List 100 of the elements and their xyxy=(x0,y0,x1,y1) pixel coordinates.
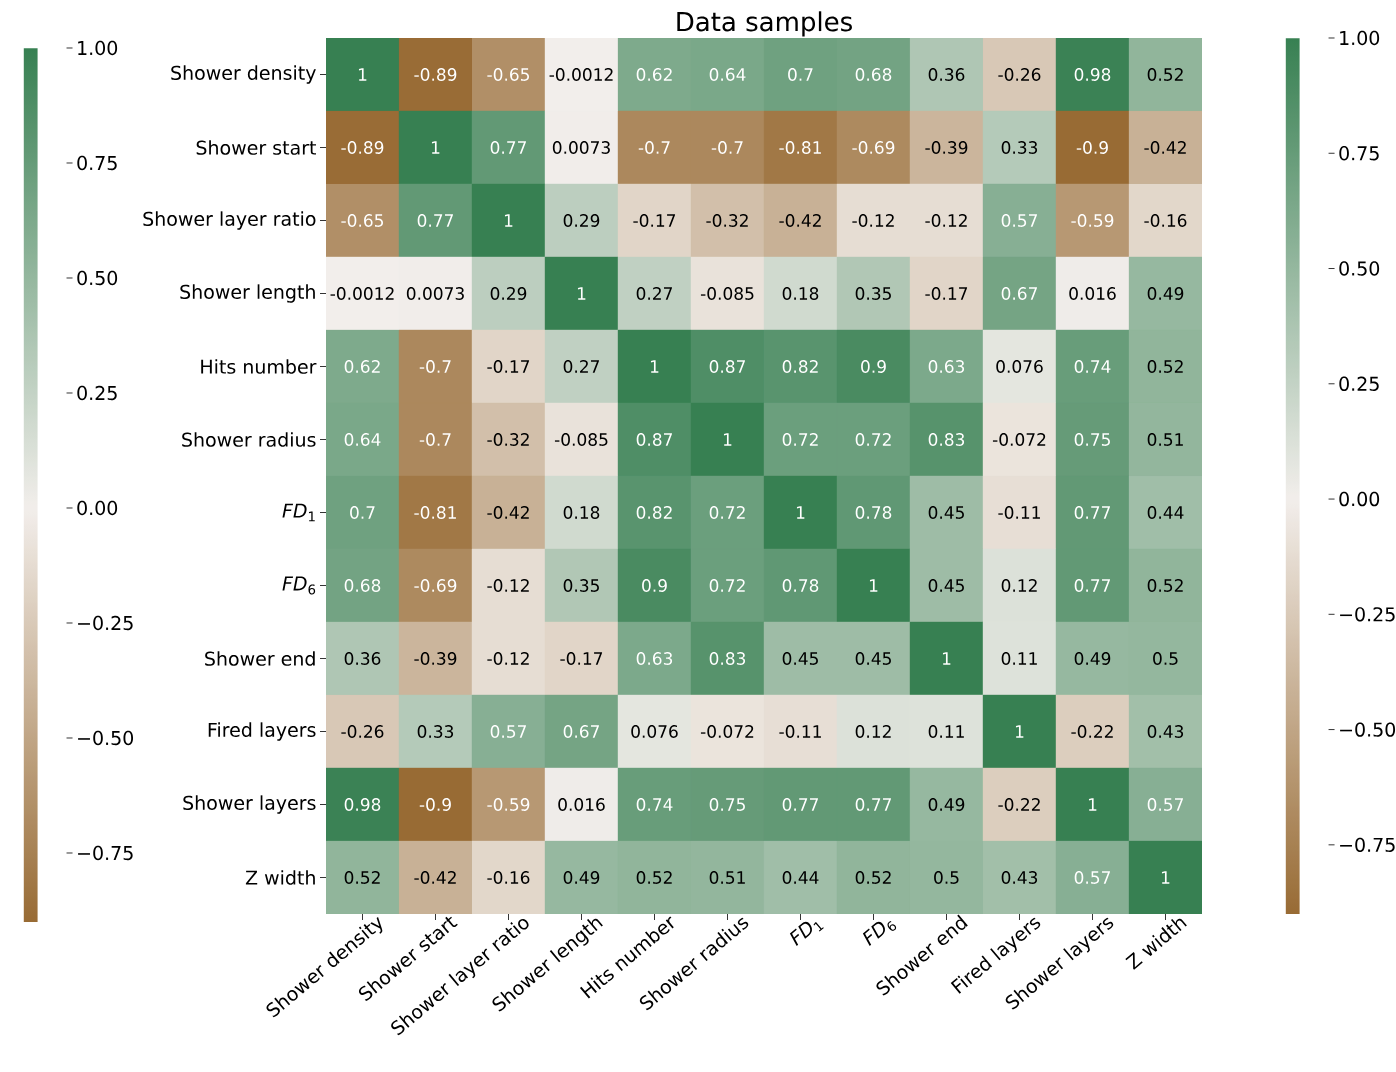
data-label: -0.65 xyxy=(487,68,530,81)
data-label: -0.085 xyxy=(700,287,754,300)
data-label: 0.52 xyxy=(855,871,891,884)
text: 0.00 xyxy=(77,500,118,516)
data-label: 0.57 xyxy=(1147,798,1183,811)
data-label: -0.7 xyxy=(638,141,670,154)
data-label: 0.77 xyxy=(417,214,453,227)
data-label: -0.12 xyxy=(487,579,529,592)
data-label: 1 xyxy=(504,214,513,227)
data-label: -0.89 xyxy=(341,141,384,154)
data-label: 0.78 xyxy=(782,579,819,592)
data-label: 0.77 xyxy=(1074,506,1110,519)
color-bar-label: 0.50 xyxy=(1339,261,1380,276)
data-label: 1 xyxy=(1015,725,1024,738)
data-label: 0.82 xyxy=(636,506,672,519)
color-bar-label: 1.00 xyxy=(1340,30,1380,46)
color-bar-label: 0.25 xyxy=(1339,376,1379,391)
data-label: 0.0073 xyxy=(552,141,610,154)
data-label: 0.49 xyxy=(1074,652,1111,665)
data-label: 0.72 xyxy=(709,506,745,519)
data-label: 0.57 xyxy=(1074,871,1110,884)
data-label: 0.016 xyxy=(1069,287,1116,300)
data-label: 0.49 xyxy=(1147,287,1184,300)
text: 0.25 xyxy=(77,385,117,401)
color-bar-label: 0.00 xyxy=(1339,491,1380,507)
data-label: 0.5 xyxy=(934,871,959,884)
data-label: 0.78 xyxy=(855,506,892,519)
data-label: 0.7 xyxy=(350,506,375,519)
data-label: 0.77 xyxy=(855,798,891,811)
data-label: 1 xyxy=(577,287,586,300)
data-label: 0.7 xyxy=(788,68,813,81)
y-tick-label: Shower layer ratio xyxy=(143,211,316,230)
data-label: 0.0073 xyxy=(406,287,464,300)
data-label: -0.9 xyxy=(1076,141,1108,154)
data-label: 0.36 xyxy=(928,68,965,81)
data-label: 0.49 xyxy=(563,871,600,884)
text: 0.75 xyxy=(77,155,117,171)
color-bar-label: −0.75 xyxy=(1340,837,1395,853)
chart-title: Data samples xyxy=(677,11,852,37)
data-label: 0.87 xyxy=(709,360,745,373)
data-label: 0.29 xyxy=(563,214,600,227)
data-label: -0.072 xyxy=(992,433,1046,446)
data-label: 0.52 xyxy=(1147,68,1183,81)
data-label: 0.18 xyxy=(563,506,600,519)
data-label: 0.98 xyxy=(344,798,381,811)
text: 0.50 xyxy=(77,270,118,286)
data-label: 0.12 xyxy=(1001,579,1037,592)
text: −0.75 xyxy=(78,845,133,861)
data-label: -0.072 xyxy=(700,725,754,738)
data-label: 1 xyxy=(650,360,659,373)
text: −0.25 xyxy=(78,615,133,631)
data-label: -0.0012 xyxy=(549,68,613,81)
data-label: -0.39 xyxy=(414,652,457,665)
data-label: -0.22 xyxy=(998,798,1040,811)
data-label: 0.076 xyxy=(631,725,678,738)
data-label: 0.27 xyxy=(563,360,599,373)
y-tick-label: Shower start xyxy=(196,140,317,155)
data-label: 0.64 xyxy=(709,68,746,81)
data-label: 0.75 xyxy=(1074,433,1110,446)
data-label: 0.72 xyxy=(782,433,818,446)
data-label: -0.42 xyxy=(414,871,456,884)
data-label: 0.9 xyxy=(861,360,886,373)
data-label: 0.11 xyxy=(1001,652,1037,665)
data-label: 0.64 xyxy=(344,433,381,446)
data-label: -0.12 xyxy=(487,652,529,665)
y-tick-label: Hits number xyxy=(201,359,317,374)
data-label: 0.43 xyxy=(1147,725,1184,738)
data-label: 0.27 xyxy=(636,287,672,300)
y-tick-label: Shower end xyxy=(205,651,315,666)
data-label: -0.39 xyxy=(925,141,968,154)
data-label: 0.45 xyxy=(928,579,964,592)
data-label: -0.69 xyxy=(852,141,895,154)
data-label: -0.17 xyxy=(925,287,968,300)
data-label: -0.17 xyxy=(633,214,676,227)
data-label: 0.33 xyxy=(1001,141,1038,154)
data-label: -0.26 xyxy=(998,68,1041,81)
data-label: 1 xyxy=(796,506,805,519)
data-label: 0.62 xyxy=(344,360,380,373)
data-label: 1 xyxy=(1161,871,1170,884)
data-label: -0.65 xyxy=(341,214,384,227)
data-label: -0.59 xyxy=(487,798,530,811)
color-bar-label: 0.75 xyxy=(1339,146,1379,161)
data-label: 0.52 xyxy=(1147,360,1183,373)
y-tick-label: FD$_{1}$ xyxy=(282,503,315,522)
data-label: 0.67 xyxy=(1001,287,1037,300)
data-label: -0.17 xyxy=(487,360,530,373)
data-label: 0.72 xyxy=(855,433,891,446)
data-label: -0.16 xyxy=(1144,214,1187,227)
data-label: 0.18 xyxy=(782,287,819,300)
data-label: -0.26 xyxy=(341,725,384,738)
data-label: 1 xyxy=(942,652,951,665)
text: −0.50 xyxy=(78,730,134,746)
data-label: 0.076 xyxy=(996,360,1043,373)
data-label: 0.74 xyxy=(636,798,673,811)
data-label: -0.12 xyxy=(852,214,894,227)
data-label: -0.42 xyxy=(1144,141,1186,154)
data-label: 0.52 xyxy=(344,871,380,884)
data-label: 0.52 xyxy=(636,871,672,884)
data-label: -0.69 xyxy=(414,579,457,592)
data-label: 1 xyxy=(431,141,440,154)
